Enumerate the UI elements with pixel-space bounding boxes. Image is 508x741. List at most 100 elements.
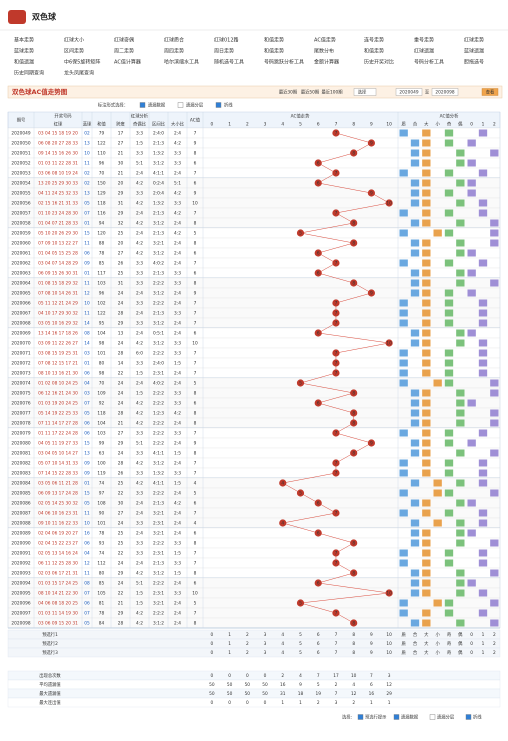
nav-link[interactable]: 红球奇偶 xyxy=(114,37,134,44)
preselect-cell[interactable]: 4 xyxy=(281,632,284,638)
preselect-cell[interactable]: 1 xyxy=(228,632,231,638)
preselect-cell[interactable]: 小 xyxy=(436,649,441,656)
preselect-cell[interactable]: 1 xyxy=(482,650,485,656)
select-text[interactable]: 选择 xyxy=(358,89,367,96)
checkbox[interactable] xyxy=(357,714,364,720)
nav-link[interactable]: AC值走势 xyxy=(314,37,336,44)
preselect-cell[interactable]: 质 xyxy=(402,631,407,638)
checkbox[interactable] xyxy=(393,714,400,720)
preselect-cell[interactable]: 3 xyxy=(264,641,267,647)
checkbox[interactable] xyxy=(177,102,184,108)
nav-link[interactable]: 基本走势 xyxy=(14,37,34,44)
nav-link[interactable]: AC值计算器 xyxy=(114,59,141,66)
nav-link[interactable]: 和值走势 xyxy=(264,37,284,44)
go-text[interactable]: 查看 xyxy=(486,89,495,96)
nav-link[interactable]: 历史开奖对比 xyxy=(364,59,394,66)
preselect-cell[interactable]: 奇 xyxy=(447,640,452,647)
nav-link[interactable]: 随机选号工具 xyxy=(214,59,244,66)
checkbox[interactable] xyxy=(215,102,222,108)
nav-link[interactable]: 连号走势 xyxy=(364,37,384,44)
preselect-cell[interactable]: 2 xyxy=(246,650,249,656)
preselect-cell[interactable]: 8 xyxy=(352,641,355,647)
preselect-cell[interactable]: 合 xyxy=(413,640,418,647)
nav-link[interactable]: 胆拖选号 xyxy=(464,59,484,66)
checkbox[interactable] xyxy=(429,714,436,720)
nav-link[interactable]: 红球012路 xyxy=(214,37,239,44)
preselect-cell[interactable]: 1 xyxy=(482,641,485,647)
preselect-cell[interactable]: 大 xyxy=(424,640,429,647)
nav-link[interactable]: 红球走势 xyxy=(464,37,484,44)
checkbox[interactable] xyxy=(139,102,146,108)
preselect-cell[interactable]: 小 xyxy=(436,631,441,638)
preselect-cell[interactable]: 2 xyxy=(493,641,496,647)
nav-link[interactable]: 周日走势 xyxy=(214,48,234,55)
footer-option[interactable]: 遗漏分层 xyxy=(437,714,455,721)
nav-link[interactable]: 哈尔滨缩水工具 xyxy=(164,59,199,66)
nav-link[interactable]: 和值走势 xyxy=(264,48,284,55)
input-box[interactable] xyxy=(395,88,423,96)
nav-link[interactable]: 中6保5旋转矩阵 xyxy=(64,59,100,66)
preselect-cell[interactable]: 4 xyxy=(281,641,284,647)
preselect-cell[interactable]: 7 xyxy=(335,650,338,656)
preselect-cell[interactable]: 6 xyxy=(317,650,320,656)
preselect-cell[interactable]: 1 xyxy=(228,650,231,656)
preselect-cell[interactable]: 大 xyxy=(424,631,429,638)
nav-link[interactable]: 红球遗漏 xyxy=(414,48,434,55)
preselect-cell[interactable]: 大 xyxy=(424,649,429,656)
preselect-cell[interactable]: 2 xyxy=(493,632,496,638)
footer-option[interactable]: 预选行提示 xyxy=(365,714,387,721)
recent-link[interactable]: 最近30期 xyxy=(279,89,297,96)
preselect-cell[interactable]: 奇 xyxy=(447,649,452,656)
nav-link[interactable]: 金额计算器 xyxy=(314,59,339,66)
nav-link[interactable]: 红球质合 xyxy=(164,37,184,44)
preselect-cell[interactable]: 1 xyxy=(482,632,485,638)
preselect-cell[interactable]: 2 xyxy=(493,650,496,656)
preselect-cell[interactable]: 合 xyxy=(413,631,418,638)
nav-link[interactable]: 区间走势 xyxy=(64,48,84,55)
preselect-cell[interactable]: 0 xyxy=(470,632,473,638)
preselect-cell[interactable]: 5 xyxy=(299,641,302,647)
preselect-cell[interactable]: 质 xyxy=(402,640,407,647)
preselect-cell[interactable]: 5 xyxy=(299,650,302,656)
preselect-cell[interactable]: 6 xyxy=(317,632,320,638)
nav-link[interactable]: 和值走势 xyxy=(364,48,384,55)
nav-link[interactable]: 蓝球遗漏 xyxy=(464,48,484,55)
nav-link[interactable]: 红球大小 xyxy=(64,37,84,44)
preselect-cell[interactable]: 偶 xyxy=(458,640,463,647)
recent-link[interactable]: 最近100期 xyxy=(321,89,342,96)
nav-link[interactable]: 和值遗漏 xyxy=(14,59,34,66)
preselect-cell[interactable]: 合 xyxy=(413,649,418,656)
nav-link[interactable]: 周四走势 xyxy=(164,48,184,55)
from-input[interactable]: 2020049 xyxy=(399,90,418,96)
preselect-cell[interactable]: 5 xyxy=(299,632,302,638)
preselect-cell[interactable]: 小 xyxy=(436,640,441,647)
preselect-cell[interactable]: 0 xyxy=(470,650,473,656)
preselect-cell[interactable]: 0 xyxy=(470,641,473,647)
recent-link[interactable]: 最近50期 xyxy=(301,89,319,96)
preselect-cell[interactable]: 2 xyxy=(246,632,249,638)
preselect-cell[interactable]: 奇 xyxy=(447,631,452,638)
option-label[interactable]: 遗漏数据 xyxy=(148,102,166,109)
input-box[interactable] xyxy=(431,88,459,96)
nav-link[interactable]: 号码分析工具 xyxy=(414,59,444,66)
nav-link[interactable]: 蓝球走势 xyxy=(14,48,34,55)
preselect-cell[interactable]: 9 xyxy=(370,641,373,647)
preselect-cell[interactable]: 4 xyxy=(281,650,284,656)
checkbox[interactable] xyxy=(465,714,472,720)
footer-option[interactable]: 遗漏数据 xyxy=(401,714,419,721)
preselect-cell[interactable]: 0 xyxy=(210,632,213,638)
preselect-cell[interactable]: 9 xyxy=(370,632,373,638)
preselect-cell[interactable]: 0 xyxy=(210,641,213,647)
preselect-cell[interactable]: 3 xyxy=(264,632,267,638)
preselect-cell[interactable]: 偶 xyxy=(458,649,463,656)
preselect-cell[interactable]: 0 xyxy=(210,650,213,656)
nav-link[interactable]: 尾数分布 xyxy=(314,48,334,55)
nav-link[interactable]: 历史同期查询 xyxy=(14,70,44,77)
go-button[interactable] xyxy=(481,88,499,96)
footer-option[interactable]: 折线 xyxy=(473,714,482,721)
to-input[interactable]: 2020098 xyxy=(435,90,454,96)
nav-link[interactable]: 重号走势 xyxy=(414,37,434,44)
preselect-cell[interactable]: 2 xyxy=(246,641,249,647)
preselect-cell[interactable]: 8 xyxy=(352,632,355,638)
preselect-cell[interactable]: 6 xyxy=(317,641,320,647)
